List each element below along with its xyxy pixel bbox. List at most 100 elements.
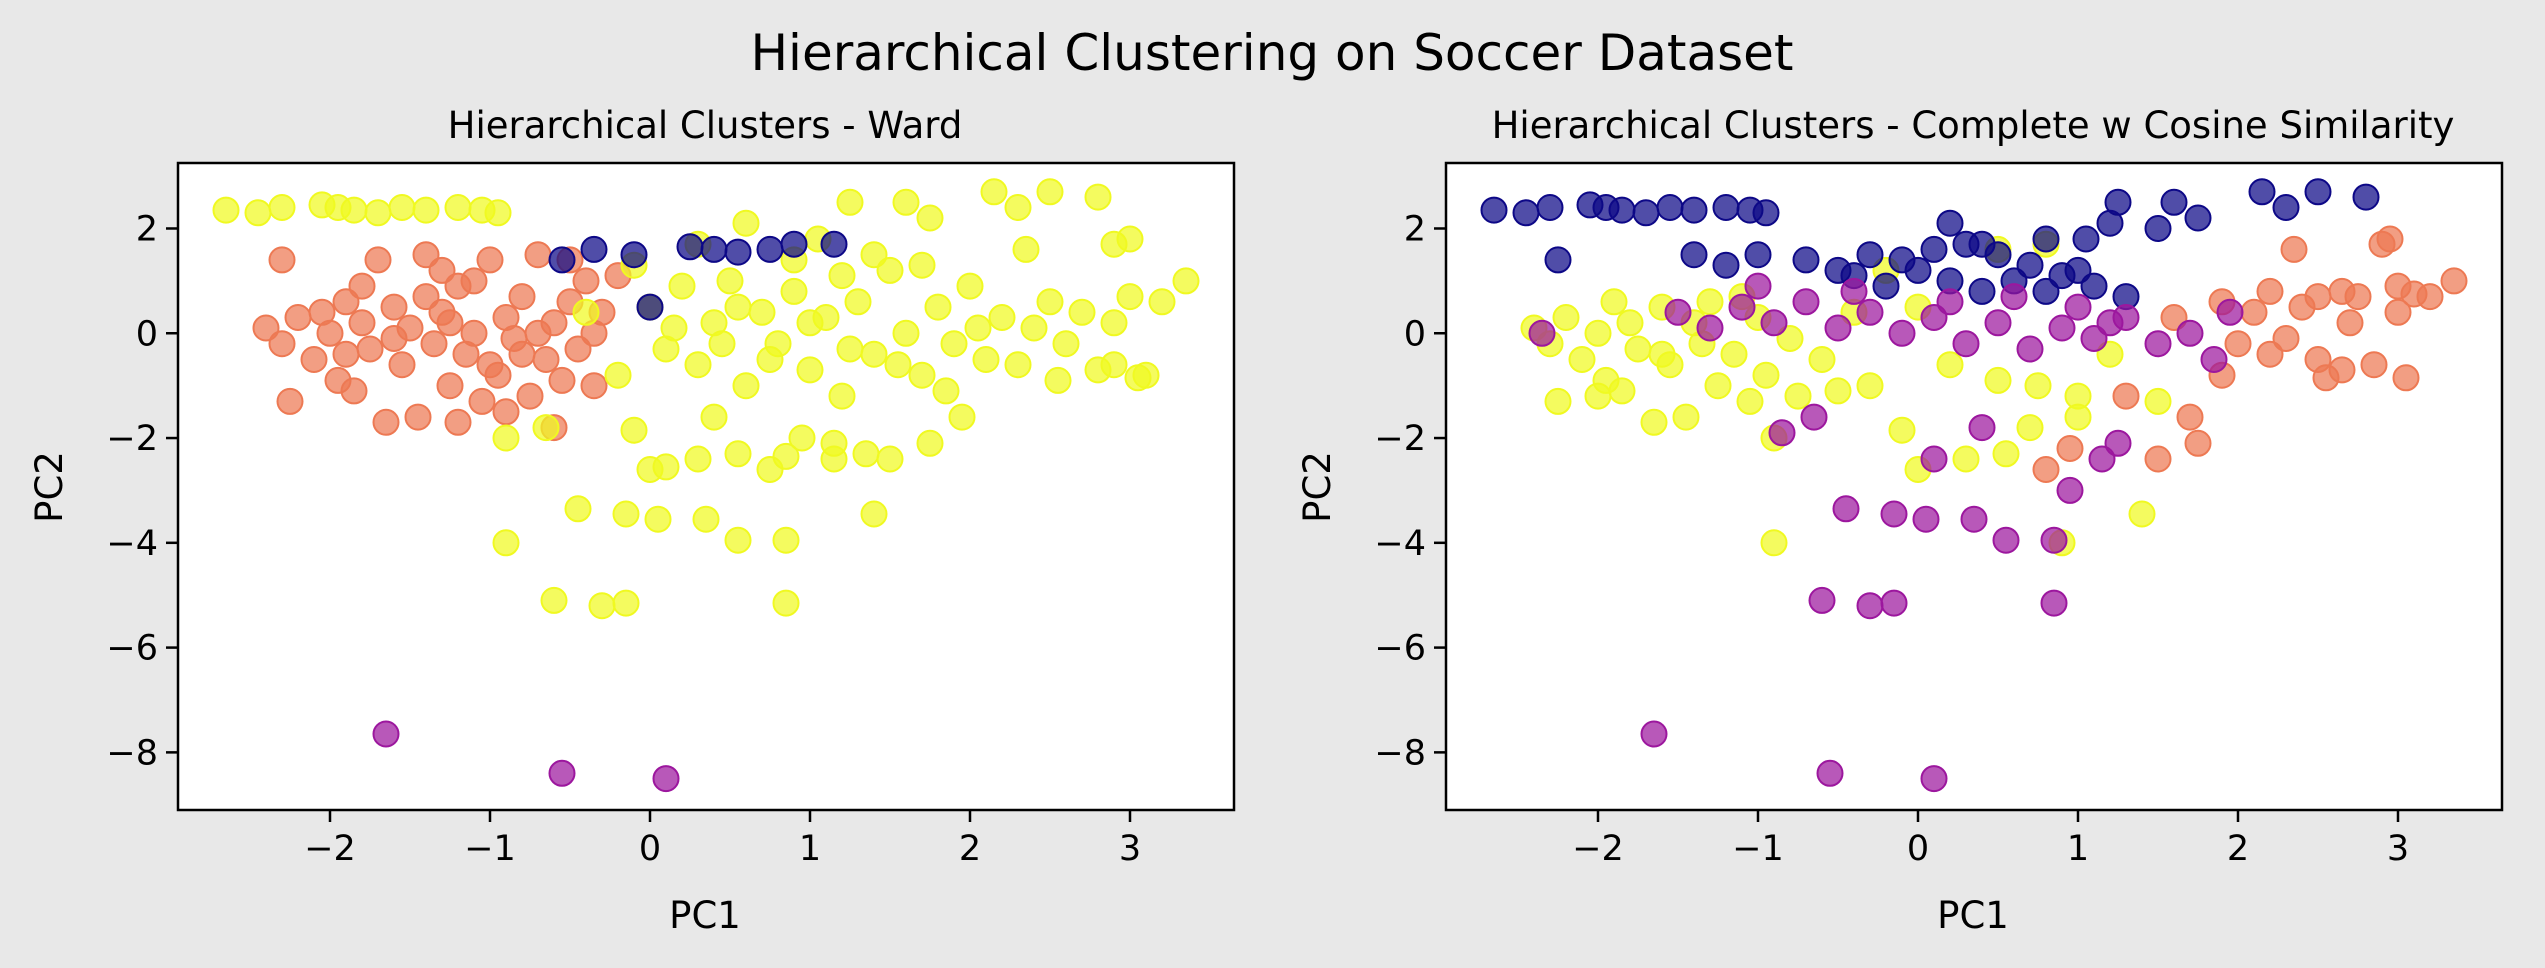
chart-complete-cosine-point-s1-37 (1936, 351, 1964, 379)
chart-complete-cosine-point-s1-16 (1704, 372, 1732, 400)
chart-ward-title: Hierarchical Clusters - Ward (448, 104, 963, 147)
chart-complete-cosine-point-s1-9 (1616, 309, 1644, 337)
chart-complete-cosine-point-s3-35 (2088, 445, 2116, 473)
chart-complete-cosine-point-s1-29 (2024, 372, 2052, 400)
chart-ward-point-s1-90 (1124, 364, 1152, 392)
chart-complete-cosine-point-s1-4 (1568, 346, 1596, 373)
chart-ward-xtick-label: 2 (959, 829, 981, 869)
chart-ward-point-s0-0 (252, 314, 280, 342)
chart-ward-point-s0-34 (548, 366, 576, 394)
chart-complete-cosine-point-s0-10 (2360, 351, 2388, 379)
chart-complete-cosine-point-s1-14 (1672, 403, 1700, 431)
chart-complete-cosine-point-s1-27 (1952, 445, 1980, 473)
chart-ward-point-s1-50 (748, 298, 776, 326)
chart-complete-cosine-point-s0-19 (2328, 356, 2356, 384)
chart-ward-point-s2-9 (636, 293, 664, 321)
chart-ward-point-s0-2 (284, 304, 312, 331)
chart-complete-cosine-y-axis: −8 −6 −4 −2 0 2 (1374, 209, 1446, 773)
chart-ward-point-s1-58 (876, 256, 904, 284)
chart-complete-cosine-point-s3-16 (2144, 330, 2172, 358)
chart-ward-point-s1-39 (772, 442, 800, 470)
chart-complete-cosine-xlabel: PC1 (1937, 894, 2009, 937)
chart-ward-point-s0-53 (268, 246, 296, 274)
chart-complete-cosine-point-s3-0 (1528, 319, 1556, 347)
chart-complete-cosine-point-s0-9 (2344, 283, 2372, 311)
chart-ward-point-s1-89 (1100, 351, 1128, 379)
chart-complete-cosine-point-s0-4 (2272, 325, 2300, 352)
chart-ward-point-s1-57 (860, 340, 888, 368)
chart-ward-ylabel: PC2 (28, 451, 71, 523)
chart-complete-cosine-point-s2-9 (1712, 194, 1740, 221)
chart-complete-cosine-point-s1-24 (1856, 372, 1884, 400)
chart-ward: Hierarchical Clusters - Ward −2 −1 0 1 2 3 −8… (28, 104, 1236, 937)
chart-ward-xtick-label: −1 (464, 829, 516, 869)
chart-ward-point-s1-77 (980, 178, 1008, 206)
chart-ward-point-s1-84 (892, 188, 920, 216)
chart-complete-cosine-point-s2-15 (1744, 241, 1772, 269)
chart-complete-cosine-point-s2-42 (2248, 178, 2276, 206)
chart-complete-cosine-point-s2-18 (1856, 241, 1884, 269)
chart-ward-point-s2-4 (700, 235, 728, 263)
chart-ward-point-s1-78 (1004, 194, 1032, 221)
chart-ward-x-axis: −2 −1 0 1 2 3 (304, 810, 1141, 869)
chart-complete-cosine-point-s3-44 (1744, 272, 1772, 300)
chart-complete-cosine-point-s2-47 (2144, 215, 2172, 242)
chart-ward-point-s1-1 (244, 199, 272, 227)
chart-complete-cosine-point-s1-38 (1984, 366, 2012, 394)
chart-ward-point-s1-85 (836, 188, 864, 216)
chart-complete-cosine-point-s0-28 (2056, 435, 2084, 462)
chart-ward-point-s1-52 (780, 277, 808, 305)
chart-complete-cosine-point-s2-23 (2016, 251, 2044, 279)
chart-complete-cosine-point-s2-14 (1712, 251, 1740, 279)
chart-complete-cosine-point-s0-20 (2184, 429, 2212, 457)
chart-ward-point-s2-3 (676, 233, 704, 261)
chart-ward-point-s1-56 (844, 288, 872, 316)
chart-ward-point-s1-7 (388, 194, 416, 221)
chart-ward-point-s1-79 (1036, 178, 1064, 206)
chart-complete-cosine-point-s1-33 (1696, 288, 1724, 316)
chart-ward-point-s1-103 (708, 330, 736, 358)
chart-ward-point-s1-8 (412, 196, 440, 224)
chart-complete-cosine-point-s0-27 (2032, 456, 2060, 483)
chart-complete-cosine-point-s2-1 (1512, 199, 1540, 227)
chart-ward-point-s2-6 (756, 235, 784, 263)
chart-ward-point-s0-44 (308, 298, 336, 326)
chart-complete-cosine-point-s2-2 (1536, 194, 1564, 221)
chart-ward-point-s1-2 (268, 194, 296, 221)
chart-complete-cosine-point-s2-7 (1656, 194, 1684, 221)
chart-complete-cosine-title: Hierarchical Clusters - Complete w Cosin… (1492, 104, 2455, 147)
chart-ward-point-s2-5 (724, 238, 752, 266)
chart-complete-cosine-ytick-label: 2 (1404, 209, 1426, 249)
chart-complete-cosine-point-s2-25 (2080, 272, 2108, 300)
chart-ward-point-s1-37 (820, 429, 848, 457)
chart-complete-cosine-point-s1-40 (2096, 340, 2124, 368)
chart-ward-point-s1-72 (1100, 309, 1128, 337)
chart-complete-cosine-plot-area (1446, 163, 2502, 810)
chart-complete-cosine-point-s2-32 (1904, 256, 1932, 284)
chart-complete-cosine-point-s1-3 (1544, 387, 1572, 415)
chart-ward-point-s1-49 (732, 372, 760, 400)
chart-ward-point-s1-104 (884, 351, 912, 379)
chart-complete-cosine-point-s1-11 (1640, 408, 1668, 436)
chart-ward-point-s0-9 (348, 309, 376, 337)
chart-ward-point-s1-5 (340, 196, 368, 224)
chart-complete-cosine-point-s2-8 (1680, 196, 1708, 224)
chart-ward-point-s2-8 (820, 230, 848, 258)
chart-complete-cosine-point-s3-27 (2040, 526, 2068, 554)
chart-complete-cosine-point-s3-23 (1880, 500, 1908, 528)
chart-ward-point-s0-20 (436, 372, 464, 400)
chart-complete-cosine-x-axis: −2 −1 0 1 2 3 (1572, 810, 2409, 869)
chart-complete-cosine-point-s0-6 (2304, 283, 2332, 311)
chart-ward-point-s0-54 (460, 267, 488, 295)
chart-ward-point-s0-43 (348, 272, 376, 300)
chart-complete-cosine-point-s1-18 (1736, 387, 1764, 415)
chart-complete-cosine-point-s0-2 (2240, 298, 2268, 326)
chart-ward-xtick-label: 1 (799, 829, 821, 869)
chart-complete-cosine-frame (1444, 161, 2504, 812)
chart-ward-point-s0-45 (428, 256, 456, 284)
chart-complete-cosine-point-s3-20 (1768, 419, 1796, 447)
chart-complete-cosine-point-s1-32 (1760, 529, 1788, 557)
chart-complete-cosine-point-s2-41 (2184, 204, 2212, 232)
chart-complete-cosine-point-s0-26 (2160, 304, 2188, 331)
chart-ward-point-s0-1 (268, 330, 296, 358)
